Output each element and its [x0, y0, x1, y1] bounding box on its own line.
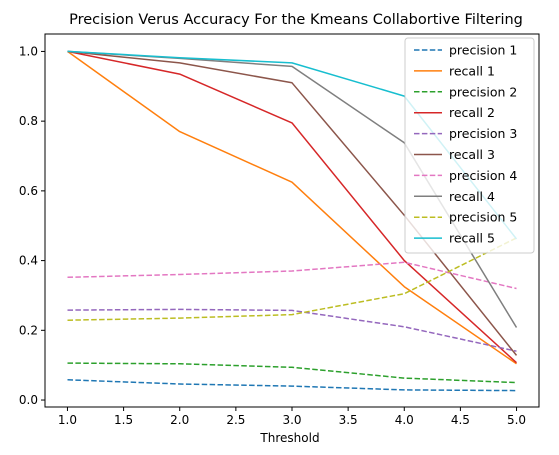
y-tick-label: 0.4 — [19, 254, 38, 268]
x-axis-label: Threshold — [259, 431, 319, 445]
x-tick-label: 1.5 — [114, 413, 133, 427]
y-tick-label: 0.0 — [19, 393, 38, 407]
legend-label: precision 3 — [449, 126, 517, 141]
x-tick-label: 4.5 — [451, 413, 470, 427]
series-line-5 — [67, 308, 517, 352]
chart-title: Precision Verus Accuracy For the Kmeans … — [69, 12, 523, 28]
series-line-1 — [67, 379, 517, 392]
series-line-7 — [67, 261, 517, 290]
x-tick-label: 3.0 — [282, 413, 301, 427]
series-line-9 — [67, 237, 517, 321]
y-tick-label: 0.2 — [19, 323, 38, 337]
legend-label: recall 1 — [449, 63, 495, 78]
series-line-4 — [67, 50, 518, 364]
legend-label: recall 5 — [449, 231, 495, 246]
legend-label: recall 3 — [449, 147, 495, 162]
series-line-2 — [67, 50, 517, 365]
x-tick-label: 5.0 — [507, 413, 526, 427]
x-axis: 1.0 1.5 2.0 2.5 3.0 3.5 4.0 4.5 5.0 — [58, 407, 526, 427]
series-line-3 — [67, 362, 517, 384]
y-axis: 0.0 0.2 0.4 0.6 0.8 1.0 — [19, 44, 45, 407]
legend-label: recall 4 — [449, 189, 495, 204]
y-tick-label: 0.8 — [19, 114, 38, 128]
legend-box — [404, 37, 535, 254]
y-tick-label: 0.6 — [19, 184, 38, 198]
legend-label: precision 2 — [449, 84, 517, 99]
y-tick-label: 1.0 — [19, 44, 38, 58]
x-tick-label: 3.5 — [339, 413, 358, 427]
x-tick-label: 4.0 — [395, 413, 414, 427]
series-line-6 — [67, 50, 518, 356]
legend: precision 1 recall 1 precision 2 recall 2 pr… — [404, 37, 535, 254]
x-tick-label: 2.0 — [170, 413, 189, 427]
x-tick-label: 1.0 — [58, 413, 77, 427]
x-tick-label: 2.5 — [226, 413, 245, 427]
legend-label: recall 2 — [449, 105, 495, 120]
legend-label: precision 1 — [449, 43, 517, 58]
legend-label: precision 5 — [449, 210, 517, 225]
legend-label: precision 4 — [449, 168, 517, 183]
